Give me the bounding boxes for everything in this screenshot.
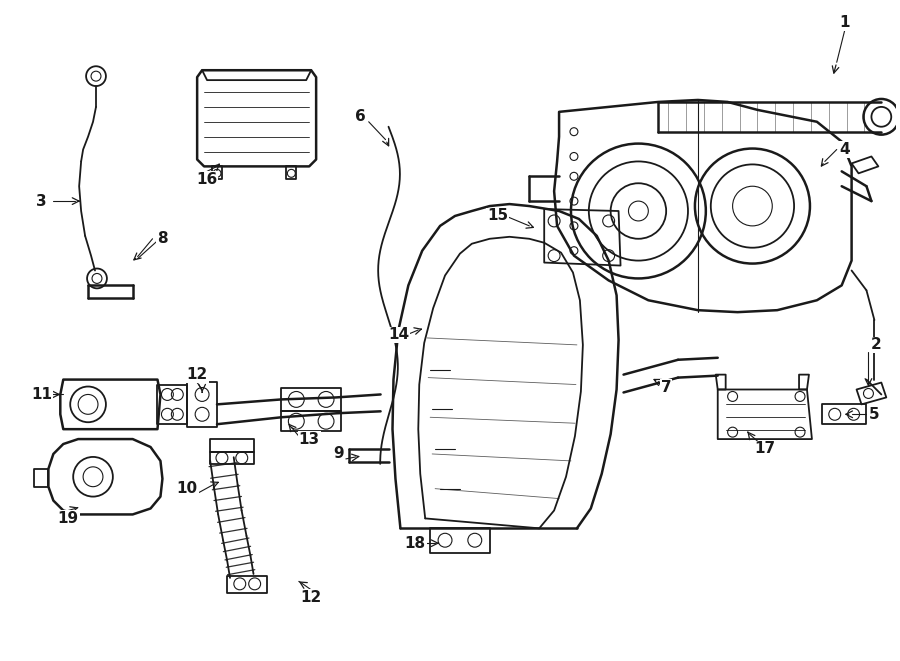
Text: 12: 12 [186, 367, 208, 382]
Text: 7: 7 [661, 380, 671, 395]
Text: 3: 3 [36, 194, 47, 209]
Text: 18: 18 [405, 535, 426, 551]
Text: 9: 9 [334, 446, 345, 461]
Text: 12: 12 [301, 590, 322, 605]
Text: 17: 17 [755, 442, 776, 457]
Text: 11: 11 [31, 387, 52, 402]
Text: 13: 13 [299, 432, 320, 447]
Text: 14: 14 [388, 327, 409, 342]
Text: 19: 19 [58, 511, 79, 526]
Text: 16: 16 [196, 172, 218, 187]
Text: 15: 15 [487, 208, 508, 223]
Text: 6: 6 [356, 109, 366, 124]
Text: 1: 1 [840, 15, 850, 30]
Text: 4: 4 [840, 142, 850, 157]
Text: 8: 8 [158, 231, 167, 247]
Text: 5: 5 [869, 407, 879, 422]
Text: 10: 10 [176, 481, 198, 496]
Text: 2: 2 [871, 337, 882, 352]
